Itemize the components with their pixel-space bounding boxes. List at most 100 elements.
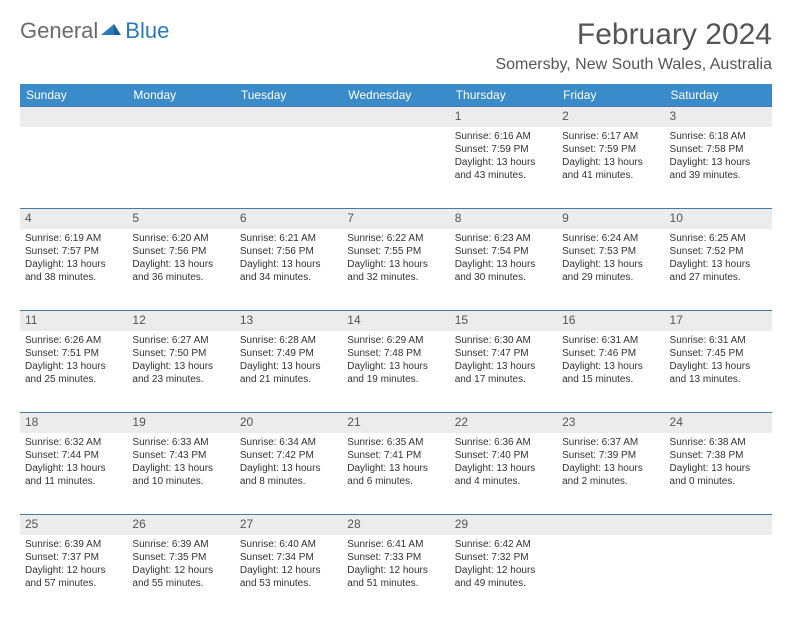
day-header: Saturday [665, 84, 772, 107]
page-header: General Blue February 2024 Somersby, New… [20, 18, 772, 74]
sun-info-line: Sunrise: 6:42 AM [455, 538, 552, 551]
sun-info-line: Daylight: 12 hours and 53 minutes. [240, 564, 337, 590]
day-number-cell [557, 515, 664, 535]
sun-info-line: Sunset: 7:47 PM [455, 347, 552, 360]
day-number-cell: 13 [235, 311, 342, 331]
sun-info-line: Sunrise: 6:29 AM [347, 334, 444, 347]
sun-info-line: Daylight: 13 hours and 19 minutes. [347, 360, 444, 386]
day-number-cell: 8 [450, 209, 557, 229]
day-content-cell: Sunrise: 6:31 AMSunset: 7:46 PMDaylight:… [557, 331, 664, 413]
sun-info-line: Sunrise: 6:35 AM [347, 436, 444, 449]
day-content-cell: Sunrise: 6:25 AMSunset: 7:52 PMDaylight:… [665, 229, 772, 311]
logo-text-blue: Blue [125, 18, 169, 44]
sun-info-line: Sunrise: 6:37 AM [562, 436, 659, 449]
sun-info-line: Sunrise: 6:30 AM [455, 334, 552, 347]
sun-info-line: Daylight: 13 hours and 36 minutes. [132, 258, 229, 284]
sun-info-line: Daylight: 12 hours and 55 minutes. [132, 564, 229, 590]
sun-info-line: Sunset: 7:51 PM [25, 347, 122, 360]
sun-info-line: Sunset: 7:59 PM [455, 143, 552, 156]
logo-icon [101, 21, 121, 42]
sun-info-line: Sunrise: 6:19 AM [25, 232, 122, 245]
sun-info-line: Daylight: 13 hours and 0 minutes. [670, 462, 767, 488]
sun-info-line: Sunrise: 6:20 AM [132, 232, 229, 245]
day-number-cell: 14 [342, 311, 449, 331]
day-number-row: 18192021222324 [20, 413, 772, 433]
day-content-cell: Sunrise: 6:21 AMSunset: 7:56 PMDaylight:… [235, 229, 342, 311]
sun-info-line: Sunrise: 6:23 AM [455, 232, 552, 245]
sun-info-line: Sunrise: 6:38 AM [670, 436, 767, 449]
sun-info-line: Sunset: 7:59 PM [562, 143, 659, 156]
day-header: Sunday [20, 84, 127, 107]
day-number-cell: 23 [557, 413, 664, 433]
sun-info-line: Sunset: 7:56 PM [240, 245, 337, 258]
day-number-cell: 19 [127, 413, 234, 433]
day-number-cell [235, 107, 342, 127]
sun-info-line: Sunrise: 6:16 AM [455, 130, 552, 143]
day-content-cell: Sunrise: 6:23 AMSunset: 7:54 PMDaylight:… [450, 229, 557, 311]
sun-info-line: Sunset: 7:50 PM [132, 347, 229, 360]
sun-info-line: Sunrise: 6:32 AM [25, 436, 122, 449]
day-number-cell: 17 [665, 311, 772, 331]
day-number-cell [127, 107, 234, 127]
day-number-cell: 28 [342, 515, 449, 535]
day-number-cell [665, 515, 772, 535]
day-number-cell: 25 [20, 515, 127, 535]
day-content-row: Sunrise: 6:19 AMSunset: 7:57 PMDaylight:… [20, 229, 772, 311]
day-content-cell: Sunrise: 6:39 AMSunset: 7:37 PMDaylight:… [20, 535, 127, 617]
calendar-table: SundayMondayTuesdayWednesdayThursdayFrid… [20, 84, 772, 617]
sun-info-line: Daylight: 13 hours and 25 minutes. [25, 360, 122, 386]
sun-info-line: Sunset: 7:58 PM [670, 143, 767, 156]
sun-info-line: Sunset: 7:34 PM [240, 551, 337, 564]
day-content-cell [342, 127, 449, 209]
day-number-cell [342, 107, 449, 127]
day-number-cell: 4 [20, 209, 127, 229]
sun-info-line: Sunset: 7:56 PM [132, 245, 229, 258]
day-header: Friday [557, 84, 664, 107]
day-number-cell: 27 [235, 515, 342, 535]
day-number-row: 123 [20, 107, 772, 127]
sun-info-line: Sunrise: 6:22 AM [347, 232, 444, 245]
day-number-cell: 9 [557, 209, 664, 229]
day-content-cell: Sunrise: 6:36 AMSunset: 7:40 PMDaylight:… [450, 433, 557, 515]
day-content-cell: Sunrise: 6:37 AMSunset: 7:39 PMDaylight:… [557, 433, 664, 515]
day-content-cell: Sunrise: 6:17 AMSunset: 7:59 PMDaylight:… [557, 127, 664, 209]
sun-info-line: Daylight: 13 hours and 30 minutes. [455, 258, 552, 284]
day-number-row: 2526272829 [20, 515, 772, 535]
day-content-cell: Sunrise: 6:28 AMSunset: 7:49 PMDaylight:… [235, 331, 342, 413]
day-content-cell: Sunrise: 6:35 AMSunset: 7:41 PMDaylight:… [342, 433, 449, 515]
sun-info-line: Sunset: 7:54 PM [455, 245, 552, 258]
day-number-cell: 20 [235, 413, 342, 433]
day-number-cell: 18 [20, 413, 127, 433]
sun-info-line: Sunset: 7:38 PM [670, 449, 767, 462]
day-content-row: Sunrise: 6:32 AMSunset: 7:44 PMDaylight:… [20, 433, 772, 515]
sun-info-line: Sunrise: 6:25 AM [670, 232, 767, 245]
day-content-cell: Sunrise: 6:33 AMSunset: 7:43 PMDaylight:… [127, 433, 234, 515]
day-content-cell [665, 535, 772, 617]
day-number-cell: 12 [127, 311, 234, 331]
sun-info-line: Sunrise: 6:41 AM [347, 538, 444, 551]
day-content-cell [127, 127, 234, 209]
day-content-row: Sunrise: 6:26 AMSunset: 7:51 PMDaylight:… [20, 331, 772, 413]
day-header: Thursday [450, 84, 557, 107]
sun-info-line: Sunset: 7:41 PM [347, 449, 444, 462]
sun-info-line: Sunrise: 6:31 AM [670, 334, 767, 347]
day-content-cell: Sunrise: 6:22 AMSunset: 7:55 PMDaylight:… [342, 229, 449, 311]
day-number-cell: 29 [450, 515, 557, 535]
day-content-cell: Sunrise: 6:31 AMSunset: 7:45 PMDaylight:… [665, 331, 772, 413]
day-number-cell: 7 [342, 209, 449, 229]
sun-info-line: Daylight: 13 hours and 39 minutes. [670, 156, 767, 182]
day-number-cell [20, 107, 127, 127]
day-number-cell: 3 [665, 107, 772, 127]
title-block: February 2024 Somersby, New South Wales,… [495, 18, 772, 74]
sun-info-line: Daylight: 13 hours and 23 minutes. [132, 360, 229, 386]
day-header: Monday [127, 84, 234, 107]
sun-info-line: Sunset: 7:45 PM [670, 347, 767, 360]
sun-info-line: Daylight: 13 hours and 13 minutes. [670, 360, 767, 386]
sun-info-line: Sunset: 7:53 PM [562, 245, 659, 258]
sun-info-line: Daylight: 12 hours and 51 minutes. [347, 564, 444, 590]
sun-info-line: Daylight: 13 hours and 11 minutes. [25, 462, 122, 488]
sun-info-line: Sunrise: 6:24 AM [562, 232, 659, 245]
day-content-cell [235, 127, 342, 209]
sun-info-line: Sunset: 7:49 PM [240, 347, 337, 360]
sun-info-line: Sunset: 7:33 PM [347, 551, 444, 564]
